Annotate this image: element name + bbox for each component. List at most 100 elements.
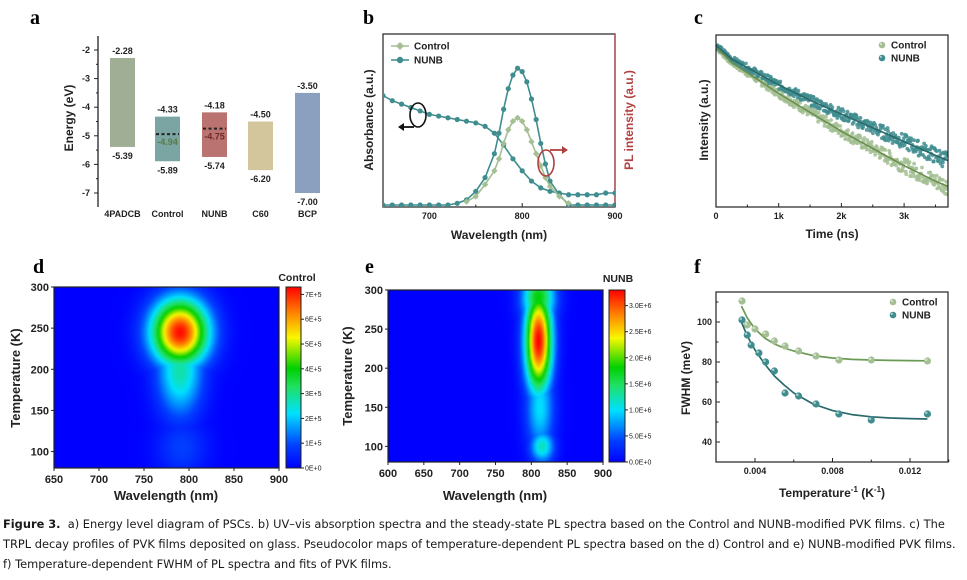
- data-point: [528, 96, 535, 102]
- data-point: [463, 198, 470, 205]
- panel-label-b: b: [363, 7, 374, 29]
- data-point: [533, 116, 539, 123]
- fit-line-nunb: [716, 44, 948, 162]
- data-point: [900, 168, 905, 173]
- colorbar-tick-label: 5.0E+5: [629, 433, 651, 440]
- data-point: [417, 108, 423, 114]
- data-point: [575, 202, 581, 207]
- colorbar-tick-label: 2.5E+6: [629, 329, 651, 336]
- y-axis-label: Temperature (K): [8, 328, 23, 427]
- data-point: [920, 165, 924, 170]
- data-point: [810, 107, 814, 112]
- data-point: [505, 86, 511, 92]
- data-point: [934, 173, 939, 178]
- series-nunb: [716, 43, 948, 169]
- data-point: [941, 160, 945, 165]
- data-point: [798, 100, 802, 105]
- x-tick-label: 0.012: [899, 466, 922, 476]
- y-tick-label: -2: [82, 45, 90, 55]
- x-tick-label: 0.004: [744, 466, 767, 476]
- data-point: [940, 164, 945, 169]
- marker-body: [781, 389, 789, 397]
- data-point: [812, 352, 820, 360]
- marker-body: [751, 325, 759, 333]
- legend-item-control: Control: [391, 42, 450, 53]
- data-point: [547, 188, 553, 194]
- data-point: [383, 202, 386, 207]
- panel-c: c 0 1k 2k 3k Control NUNB Time (ns) Intensit…: [694, 7, 949, 241]
- data-point: [738, 297, 746, 305]
- marker-highlight: [756, 350, 759, 353]
- data-point: [835, 410, 843, 418]
- data-point: [514, 114, 521, 121]
- data-point: [472, 193, 479, 200]
- bar-rect: [155, 116, 180, 162]
- marker-highlight: [739, 317, 743, 320]
- data-point: [925, 181, 929, 186]
- plot-frame: [715, 34, 949, 208]
- bar-rect: [202, 112, 227, 157]
- legend-label: Control: [414, 42, 450, 53]
- data-point: [917, 178, 922, 183]
- marker-highlight: [752, 326, 755, 329]
- data-point: [934, 149, 939, 154]
- data-point: [928, 170, 933, 175]
- marker-highlight: [771, 338, 775, 341]
- data-point: [398, 101, 405, 107]
- x-tick-label: 900: [594, 468, 612, 480]
- bar-top-label: -2.28: [112, 46, 133, 56]
- marker-body: [889, 298, 897, 306]
- data-point: [593, 202, 600, 207]
- bar-bottom-label: -7.00: [297, 197, 318, 207]
- colorbar-tick-label: 0.0E+0: [629, 460, 651, 467]
- marker-body: [738, 297, 746, 305]
- x-tick-label: 700: [450, 468, 468, 480]
- x-tick-label: 3k: [899, 211, 910, 221]
- marker-highlight: [744, 322, 748, 325]
- data-point: [864, 147, 869, 152]
- x-tick-label: 1k: [774, 211, 785, 221]
- marker-body: [794, 347, 803, 355]
- data-point: [538, 185, 544, 191]
- marker-body: [835, 410, 843, 418]
- data-point: [510, 156, 516, 162]
- data-point: [481, 181, 489, 188]
- data-point: [445, 202, 451, 207]
- data-point: [514, 65, 521, 71]
- data-point: [770, 337, 778, 345]
- y-tick-label: -7: [82, 188, 90, 198]
- data-point: [523, 126, 531, 133]
- colorbar-tick-label: 1.5E+6: [629, 381, 651, 388]
- series-control-pl: [463, 114, 572, 207]
- colorbar-tick-label: 0E+0: [305, 466, 322, 473]
- data-point: [436, 113, 442, 119]
- data-point: [389, 202, 395, 207]
- y-axis-label: FWHM (meV): [679, 341, 693, 415]
- fermi-level-label: -4.94: [157, 137, 178, 147]
- data-point: [899, 131, 904, 136]
- data-point: [931, 159, 936, 164]
- legend-marker: [878, 41, 886, 49]
- marker-body: [878, 41, 886, 49]
- energy-bar-bcp: -3.50 -7.00 BCP: [295, 81, 320, 219]
- data-point: [838, 124, 843, 128]
- y-tick-label: -6: [82, 159, 90, 169]
- data-point: [886, 129, 890, 133]
- data-point: [383, 92, 386, 99]
- bar-top-label: -4.50: [250, 110, 271, 120]
- marker-highlight: [813, 401, 817, 404]
- legend-marker: [878, 54, 886, 62]
- legend-label: Control: [902, 298, 938, 309]
- bar-bottom-label: -5.89: [157, 165, 178, 175]
- data-point: [835, 356, 843, 364]
- data-point: [867, 416, 875, 424]
- data-point: [864, 128, 869, 132]
- data-point: [538, 140, 544, 147]
- panel-a: a -2 -3 -4 -5 -6 -7 -2.28 -5.39 4PADCB -4.33 -5.8…: [30, 7, 320, 219]
- data-point: [762, 330, 770, 338]
- data-point: [603, 202, 609, 207]
- y-tick-label: 60: [702, 397, 712, 407]
- data-point: [743, 331, 751, 339]
- data-point: [781, 389, 789, 397]
- data-point: [911, 171, 916, 176]
